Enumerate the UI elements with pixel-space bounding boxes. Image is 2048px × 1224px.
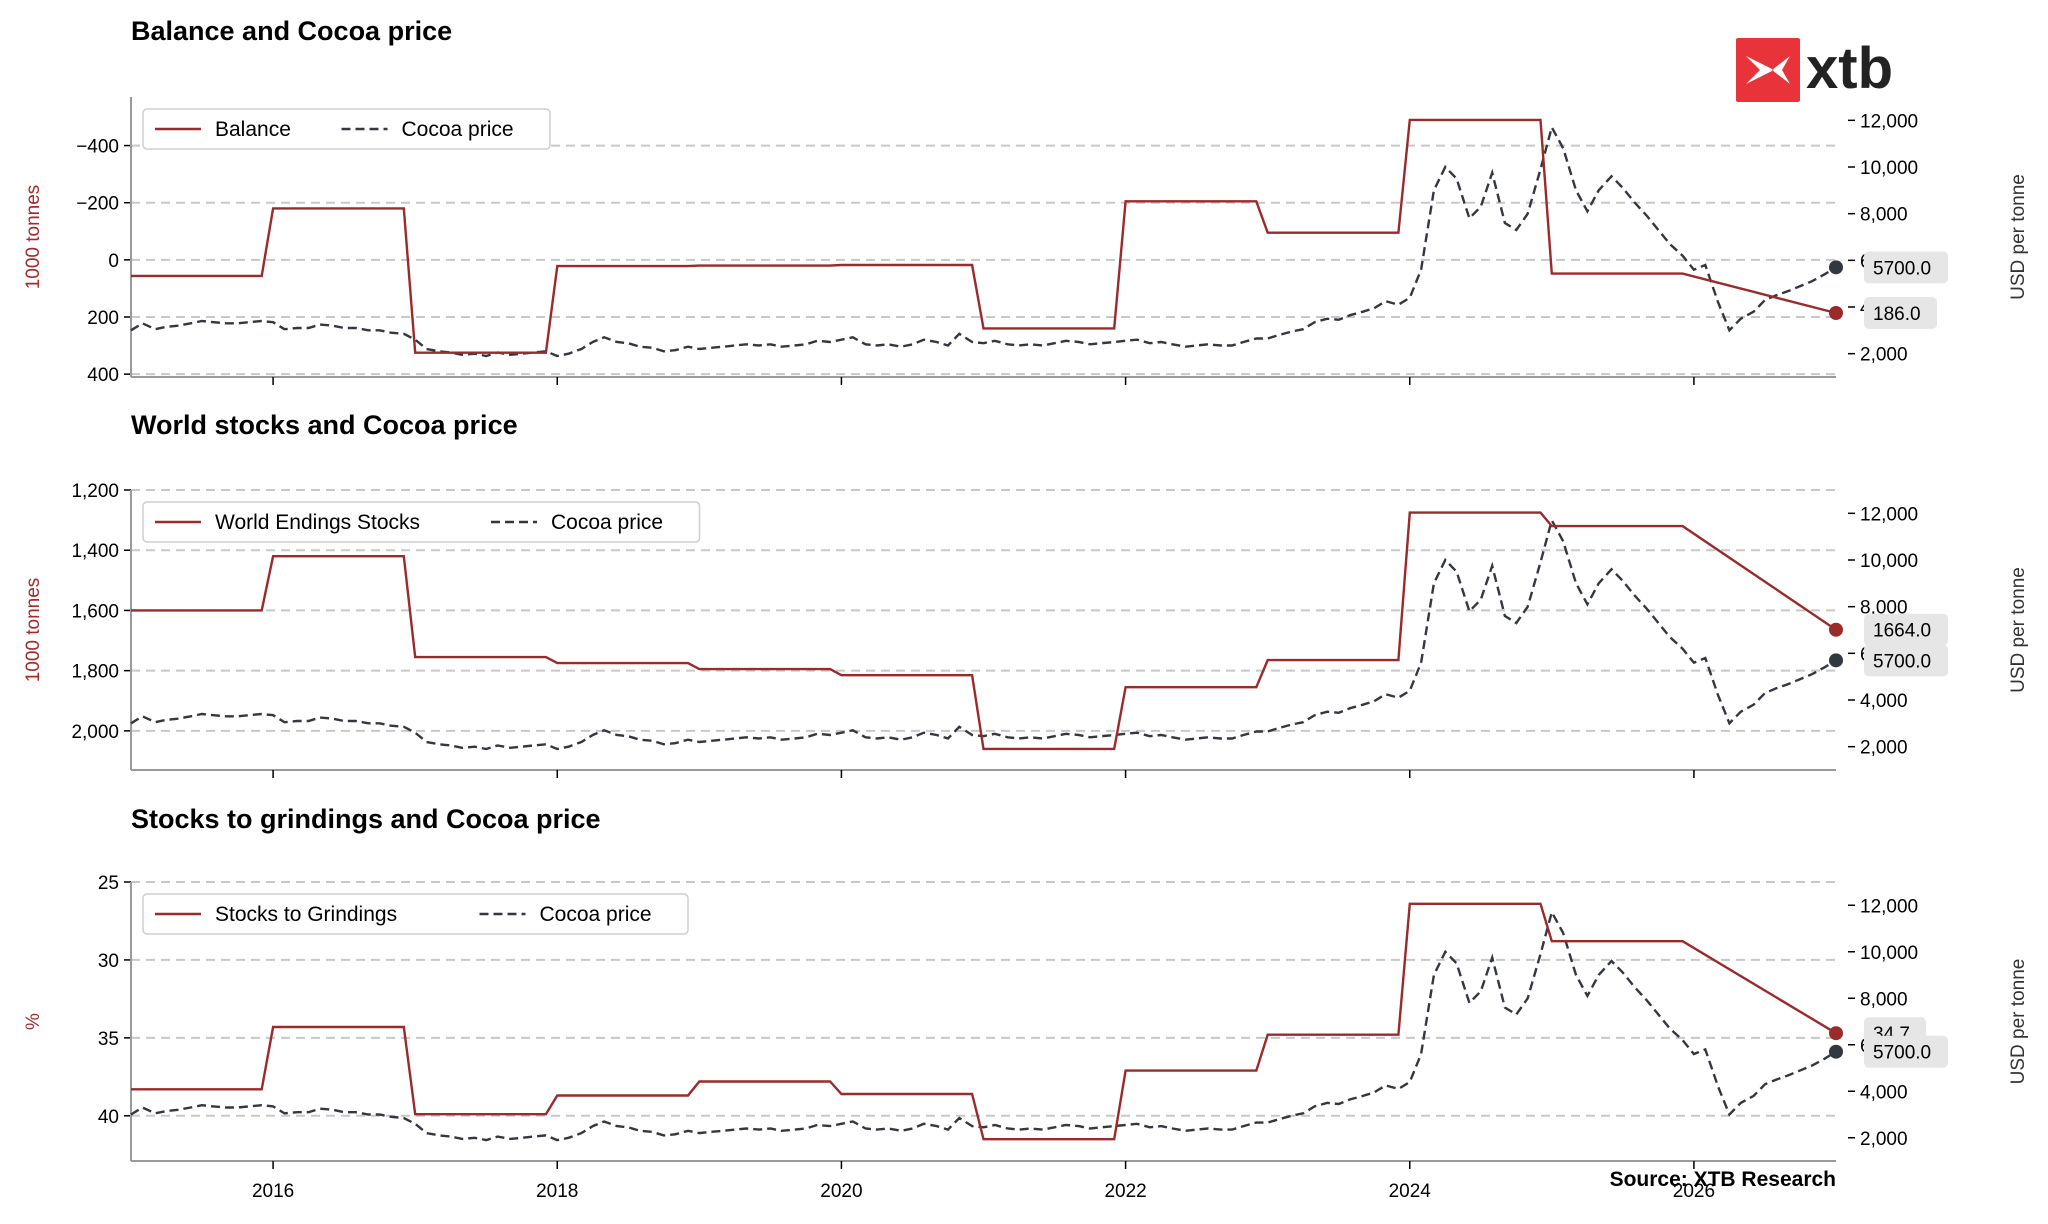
primary-end-label: 186.0 (1873, 304, 1921, 325)
y2-tick-label: 10,000 (1860, 158, 1918, 179)
y-tick-label: 40 (98, 1107, 119, 1128)
x-tick-label: 2022 (1104, 1181, 1146, 1202)
price-end-label: 5700.0 (1873, 258, 1931, 279)
y-tick-label: 1,200 (71, 481, 119, 502)
legend-label-primary: Stocks to Grindings (215, 903, 397, 926)
legend-label-primary: Balance (215, 118, 291, 141)
x-tick-label: 2020 (820, 1181, 862, 1202)
panel-title: Stocks to grindings and Cocoa price (131, 804, 601, 834)
panel-1: Balance and Cocoa price −400 −200 0 200 400 2,… (23, 16, 2029, 386)
primary-series (131, 902, 1837, 1141)
legend-label-price: Cocoa price (540, 903, 652, 926)
x-tick-label: 2024 (1389, 1181, 1432, 1202)
y2-tick-label: 12,000 (1860, 896, 1918, 917)
y2-tick-label: 4,000 (1860, 691, 1908, 712)
xtb-logo-mark (1746, 56, 1790, 84)
panels-layer: Balance and Cocoa price −400 −200 0 200 400 2,… (23, 16, 2029, 1202)
primary-end-marker (1829, 622, 1843, 637)
y2-axis-label: USD per tonne (2008, 959, 2029, 1085)
legend-label-price: Cocoa price (551, 511, 663, 534)
legend-label-price: Cocoa price (402, 118, 514, 141)
panel-3: Stocks to grindings and Cocoa price 25 30 3… (23, 804, 2029, 1202)
primary-end-label-bg (1864, 297, 1937, 329)
legend: Balance Cocoa price (142, 108, 551, 150)
y-tick-label: 35 (98, 1029, 119, 1050)
panel-title: World stocks and Cocoa price (131, 410, 518, 440)
y-axis-label: 1000 tonnes (23, 578, 44, 683)
y2-axis-label: USD per tonne (2008, 174, 2029, 300)
primary-series (131, 511, 1837, 751)
y2-tick-label: 8,000 (1860, 598, 1908, 619)
y2-tick-label: 12,000 (1860, 504, 1918, 525)
panel-2: World stocks and Cocoa price 1,200 1,400 1,… (23, 410, 2029, 778)
y-tick-label: 25 (98, 873, 119, 894)
y2-tick-label: 4,000 (1860, 1082, 1908, 1103)
y2-tick-label: 10,000 (1860, 551, 1918, 572)
primary-end-label: 1664.0 (1873, 621, 1931, 642)
legend: World Endings Stocks Cocoa price (142, 501, 701, 543)
y-axis-label: % (23, 1013, 44, 1030)
primary-end-marker (1829, 306, 1843, 320)
y-tick-label: 0 (108, 251, 119, 272)
cocoa-price-series (130, 908, 1837, 1142)
y-tick-label: 2,000 (71, 722, 119, 743)
y2-tick-label: 8,000 (1860, 205, 1908, 226)
cocoa-price-series (130, 517, 1837, 751)
y-tick-label: 1,600 (71, 601, 119, 622)
price-end-label-bg (1864, 251, 1948, 284)
price-end-marker (1829, 1044, 1843, 1059)
y2-tick-label: 8,000 (1860, 989, 1908, 1010)
primary-series (131, 118, 1837, 354)
price-end-marker (1829, 260, 1843, 275)
y-tick-label: 1,400 (71, 541, 119, 562)
y2-axis-label: USD per tonne (2008, 567, 2029, 693)
legend-box (142, 501, 701, 543)
legend: Stocks to Grindings Cocoa price (142, 893, 689, 935)
y-tick-label: 400 (87, 365, 119, 386)
y-tick-label: 30 (98, 951, 119, 972)
legend-box (142, 893, 689, 935)
y2-tick-label: 2,000 (1860, 738, 1908, 759)
price-end-marker (1829, 653, 1843, 668)
y-tick-label: −400 (76, 137, 119, 158)
y2-tick-label: 2,000 (1860, 1129, 1908, 1150)
y-axis-label: 1000 tonnes (23, 185, 44, 290)
y-tick-label: 1,800 (71, 662, 119, 683)
price-end-label: 5700.0 (1873, 651, 1931, 672)
xtb-logo: xtb (1736, 36, 1893, 102)
primary-end-marker (1829, 1026, 1843, 1041)
y2-tick-label: 10,000 (1860, 943, 1918, 964)
y2-tick-label: 12,000 (1860, 111, 1918, 132)
price-end-label-bg (1864, 644, 1948, 677)
panel-title: Balance and Cocoa price (131, 16, 452, 46)
cocoa-price-series (130, 124, 1837, 358)
primary-end-label-bg (1864, 613, 1948, 646)
x-tick-label: 2018 (536, 1181, 578, 1202)
x-tick-label: 2026 (1673, 1181, 1715, 1202)
y-tick-label: 200 (87, 308, 119, 329)
x-tick-label: 2016 (252, 1181, 294, 1202)
source-note: Source: XTB Research (1610, 1168, 1836, 1191)
price-end-label-bg (1864, 1035, 1948, 1068)
price-end-label: 5700.0 (1873, 1043, 1931, 1064)
xtb-logo-text: xtb (1806, 36, 1893, 101)
y2-tick-label: 2,000 (1860, 345, 1908, 366)
y-tick-label: −200 (76, 194, 119, 215)
legend-label-primary: World Endings Stocks (215, 511, 420, 534)
